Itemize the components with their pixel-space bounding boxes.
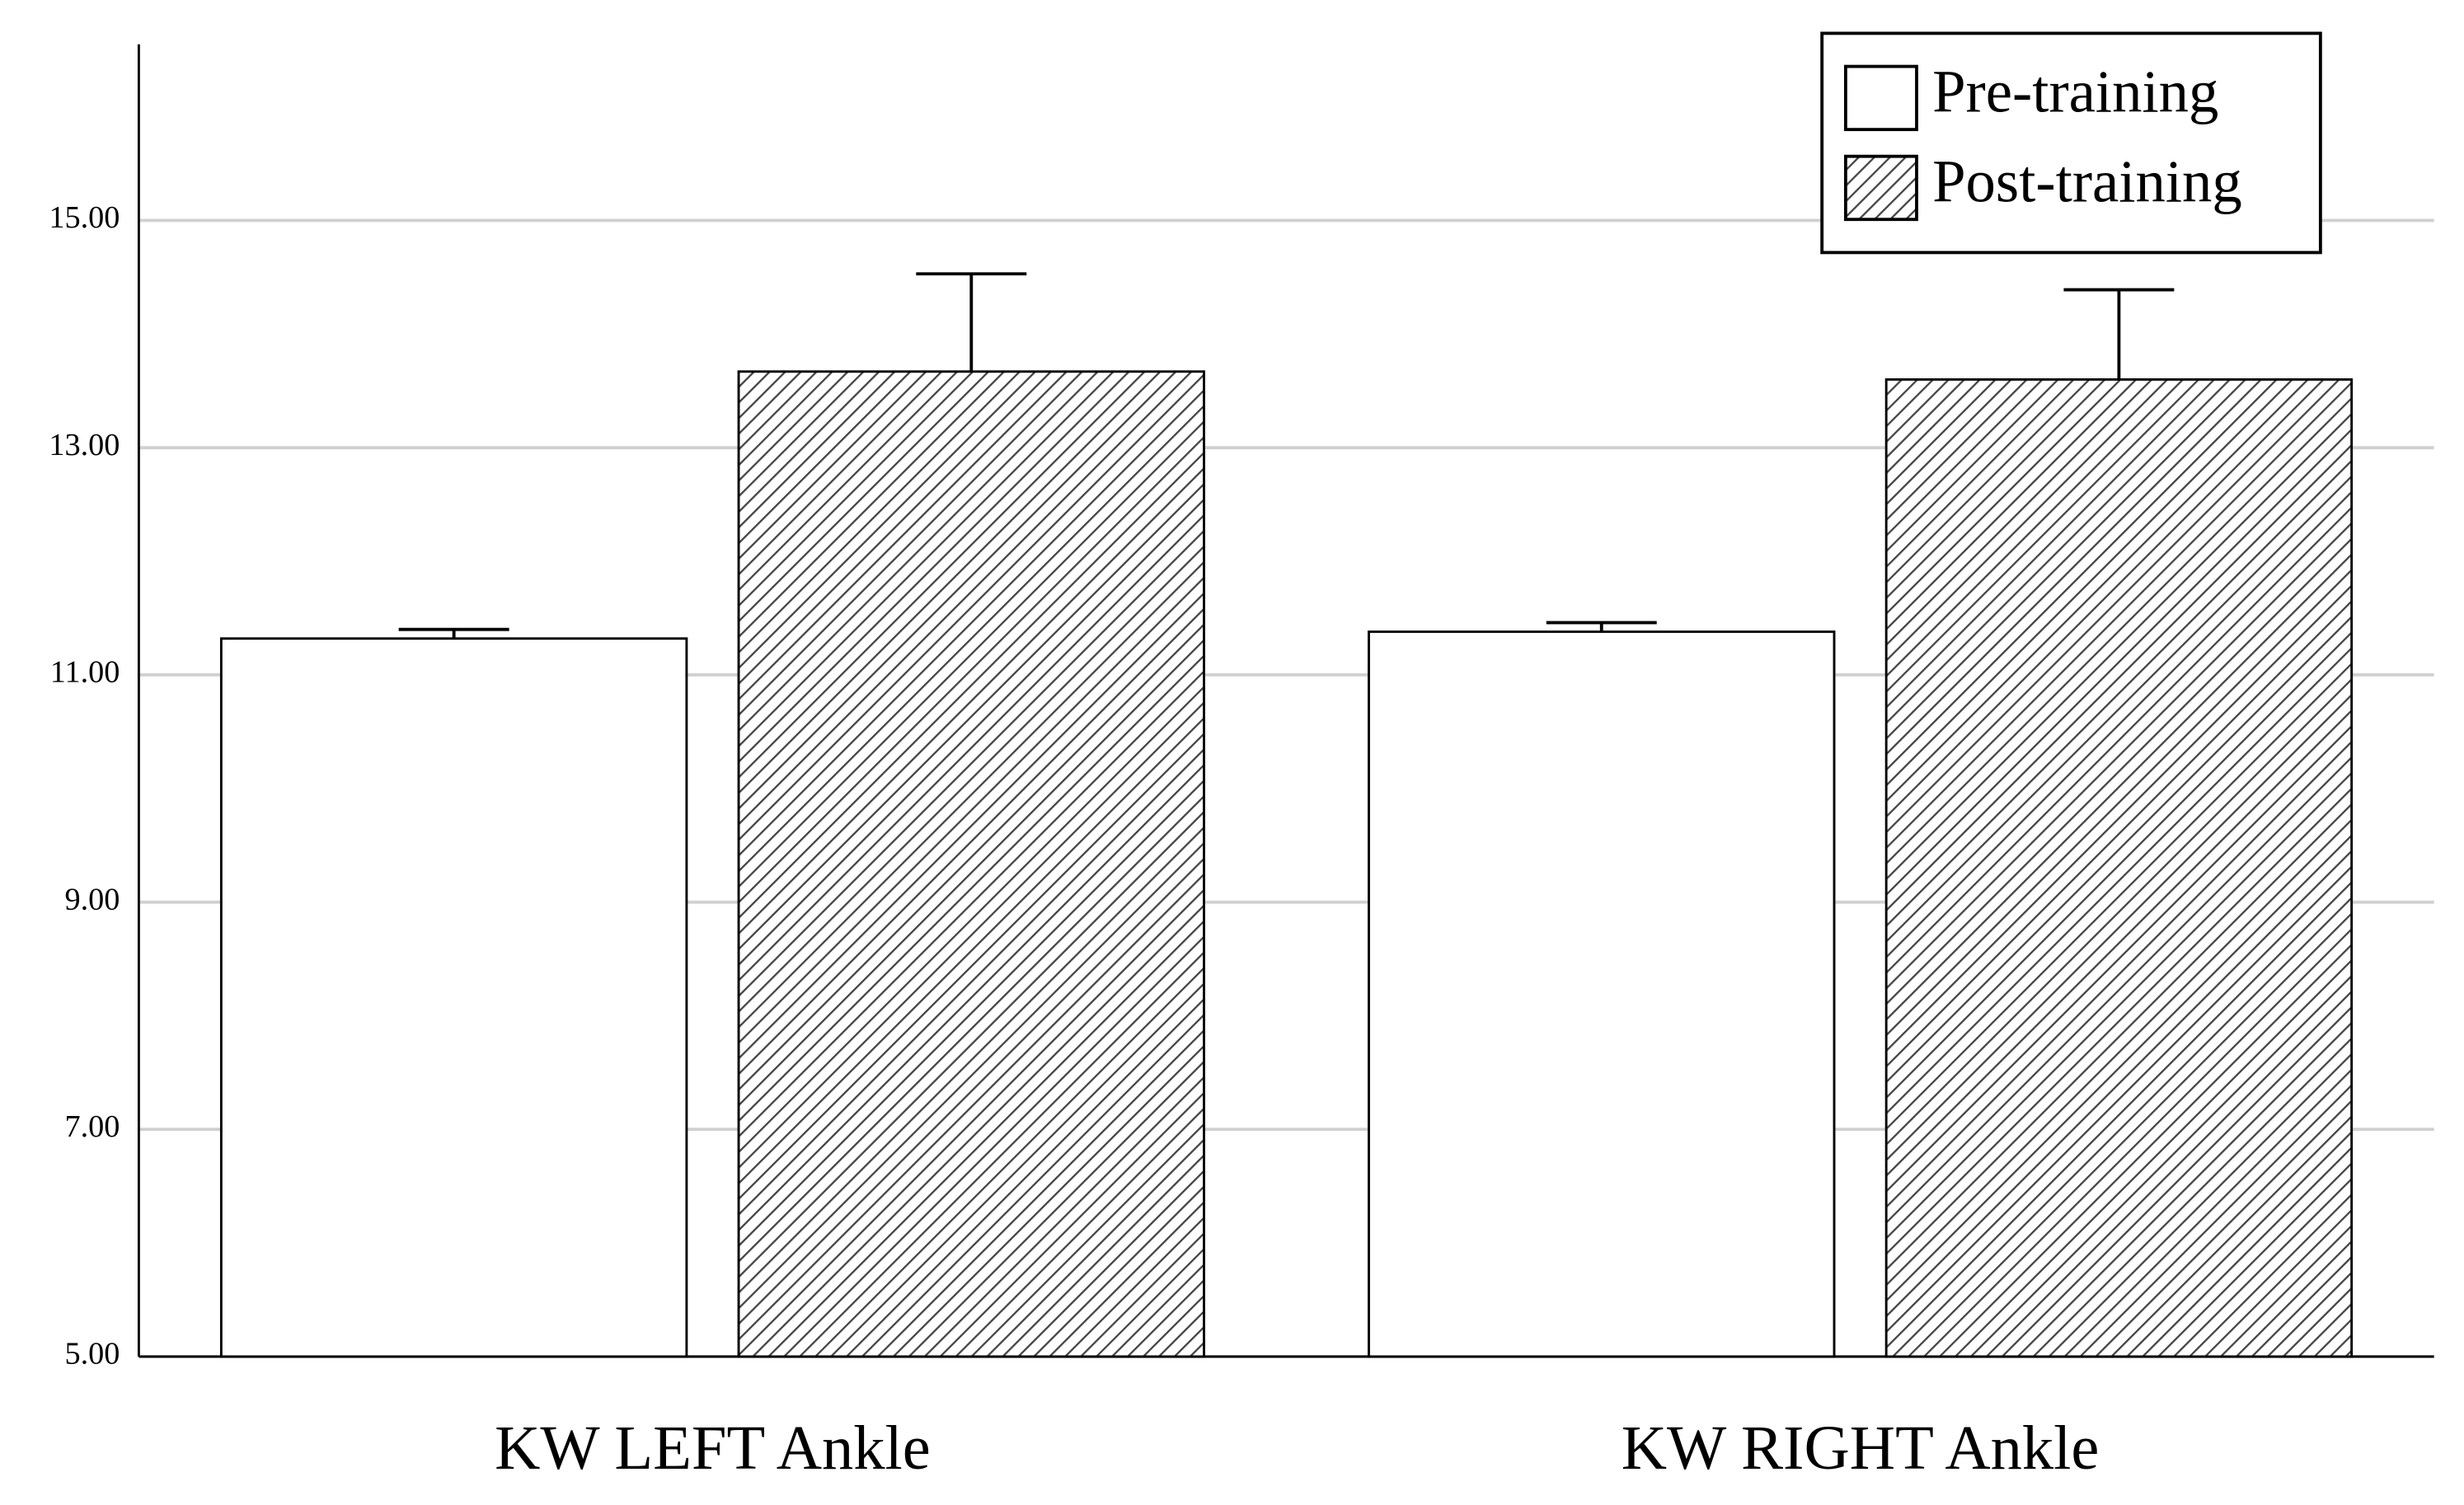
bar (1368, 631, 1836, 1358)
y-tick-label: 11.00 (50, 655, 120, 690)
bar (1884, 378, 2354, 1358)
y-tick-label: 7.00 (64, 1109, 120, 1144)
error-bar (2063, 288, 2175, 380)
error-bar (1546, 621, 1657, 632)
legend-swatch (1843, 64, 1918, 132)
legend-label: Pre-training (1932, 59, 2218, 125)
y-tick-label: 13.00 (49, 428, 120, 462)
error-bar (916, 272, 1027, 372)
x-tick-label: KW RIGHT Ankle (1622, 1413, 2100, 1483)
bar (737, 370, 1205, 1358)
x-tick-label: KW LEFT Ankle (495, 1413, 931, 1483)
legend-swatch (1843, 154, 1918, 222)
legend-label: Post-training (1932, 148, 2242, 215)
y-tick-label: 15.00 (49, 200, 120, 235)
y-tick-label: 9.00 (64, 882, 120, 917)
error-bar (398, 627, 509, 639)
y-tick-label: 5.00 (64, 1337, 120, 1371)
bar (219, 637, 688, 1358)
